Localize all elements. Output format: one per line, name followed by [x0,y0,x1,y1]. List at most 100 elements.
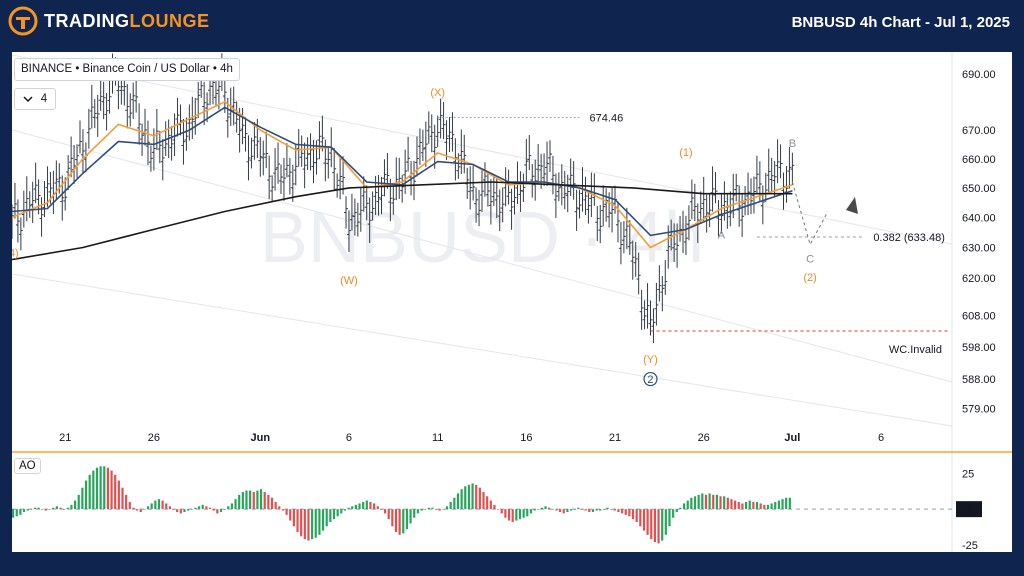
ao-bar [478,487,481,510]
ohlc-bar [562,170,567,210]
ao-bar [435,509,438,510]
ao-bar [77,494,80,510]
ohlc-bar [385,152,390,189]
ao-bar [343,509,347,511]
ohlc-bar [639,289,644,330]
ao-bar [154,500,157,510]
ao-bar [493,504,496,510]
ao-indicator-label[interactable]: AO [14,458,41,474]
ao-bar [744,502,748,510]
ao-bar [785,497,788,510]
ohlc-bar [196,81,201,119]
ao-bar [774,502,777,510]
ohlc-bar [39,197,44,237]
ao-bar [205,506,208,510]
ao-bar [686,500,689,510]
sma-long-line [12,181,793,261]
y-tick-label: 690.00 [962,69,996,81]
ao-bar [314,509,317,538]
ao-bar [489,500,492,510]
ohlc-bar [163,121,168,157]
ohlc-bar [586,191,591,224]
logo-icon [8,6,38,36]
ao-bar [562,509,565,514]
ohlc-bar [397,157,402,199]
ao-bar [748,500,751,510]
interval-value: 4 [40,93,48,105]
ao-bar [613,509,616,511]
symbol-info[interactable]: BINANCE • Binance Coin / US Dollar • 4h [14,58,240,81]
brand-part2: LOUNGE [129,10,210,31]
ohlc-bar [790,152,795,186]
ao-tick-label: 25 [962,468,974,480]
ohlc-bar [335,173,340,198]
wave-label: B [789,138,796,150]
ohlc-bar [654,282,659,326]
ao-bar [599,509,602,511]
ao-bar [755,502,759,510]
ohlc-bar [627,220,632,255]
ohlc-bar [660,275,665,312]
header-bar: TRADINGLOUNGE BNBUSD 4h Chart - Jul 1, 2… [0,0,1024,52]
ohlc-bar [344,196,349,229]
ohlc-bar [270,175,275,202]
ao-bar [602,509,605,510]
ao-bar [500,509,503,514]
ao-bar [347,507,350,510]
ohlc-bar [131,82,136,119]
ao-bar [511,509,514,522]
ao-bar [675,509,678,512]
ohlc-bar [24,176,29,222]
ohlc-bar [63,177,68,211]
ohlc-bar [258,137,263,177]
price-chart-svg[interactable]: BNBUSD · 4h690.00670.00660.00650.00640.0… [12,52,1012,552]
ohlc-bar [264,131,269,169]
ao-bar [135,509,139,511]
ao-bar [737,502,740,510]
ao-bar [37,507,40,510]
ao-bar [241,492,244,510]
wave-label: (W) [340,275,358,287]
ohlc-bar [346,210,351,252]
ao-bar [777,500,780,510]
ohlc-bar [287,157,292,195]
x-tick-label: 26 [698,432,710,444]
ohlc-bar [766,148,771,195]
ohlc-bar [728,191,733,227]
ohlc-bar [497,189,502,232]
ao-bar [172,509,175,510]
ohlc-bar [246,135,251,181]
chart-area[interactable]: BNBUSD · 4h 690.00 670.00 660.00 650.00 640.0… [12,52,1012,552]
ohlc-bar [21,190,26,228]
wave-label: C [806,254,814,266]
ohlc-bar [403,149,408,194]
ohlc-bar [474,187,479,223]
ohlc-bar [624,207,629,249]
ao-bar [734,500,737,510]
ao-bar [194,507,197,510]
ao-bar [190,509,193,510]
ao-bar [475,484,478,510]
ohlc-bar [355,202,360,237]
ao-bar [610,509,613,510]
projection-arrow-icon [846,197,858,214]
ao-bar [88,474,91,510]
ohlc-bar [140,123,145,156]
ohlc-bar [394,157,399,201]
interval-selector[interactable]: 4 [14,88,56,110]
ohlc-bar [157,130,162,164]
ao-bar [55,506,58,510]
invalidation-label: WC.Invalid [889,344,942,356]
channel-line-0 [12,54,953,245]
ohlc-bar [160,138,165,181]
ao-bar [730,499,733,510]
ohlc-bar [651,308,656,344]
ohlc-bar [367,197,372,244]
ao-bar [110,470,113,510]
ohlc-bar [276,142,281,184]
x-tick-label: 21 [59,432,71,444]
ao-bar [300,509,303,537]
ao-bar [467,484,471,510]
ao-bar [387,509,390,520]
ohlc-bar [349,193,354,231]
